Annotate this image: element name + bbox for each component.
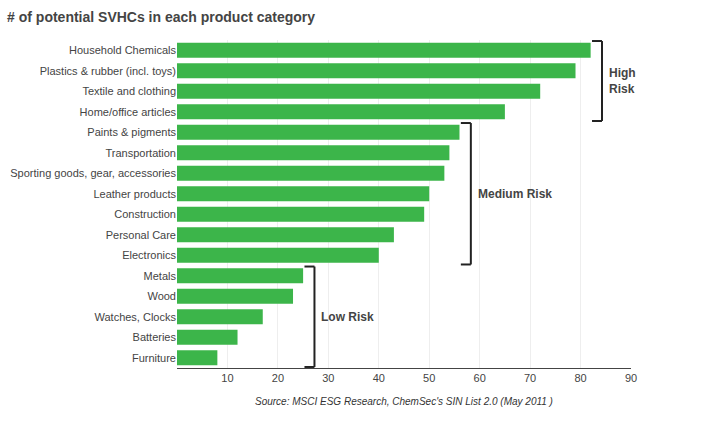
svg-text:Construction: Construction xyxy=(114,208,176,220)
svg-text:Transportation: Transportation xyxy=(105,147,176,159)
svg-text:30: 30 xyxy=(322,372,334,384)
svg-text:10: 10 xyxy=(221,372,233,384)
svg-text:Personal Care: Personal Care xyxy=(106,229,176,241)
svg-text:40: 40 xyxy=(373,372,385,384)
svg-text:Low Risk: Low Risk xyxy=(321,310,374,324)
svg-text:70: 70 xyxy=(524,372,536,384)
svg-text:Wood: Wood xyxy=(147,290,176,302)
svg-text:Paints & pigments: Paints & pigments xyxy=(87,126,176,138)
svg-text:Leather products: Leather products xyxy=(93,188,176,200)
svg-text:# of potential SVHCs in each p: # of potential SVHCs in each product cat… xyxy=(7,9,315,25)
svg-text:Electronics: Electronics xyxy=(122,249,176,261)
svg-text:90: 90 xyxy=(625,372,637,384)
svg-text:Plastics & rubber (incl. toys): Plastics & rubber (incl. toys) xyxy=(40,65,176,77)
svg-text:Household Chemicals: Household Chemicals xyxy=(69,44,176,56)
svg-text:Watches, Clocks: Watches, Clocks xyxy=(94,311,176,323)
svg-text:50: 50 xyxy=(423,372,435,384)
svg-text:Home/office articles: Home/office articles xyxy=(80,106,177,118)
svg-text:Sporting goods, gear, accessor: Sporting goods, gear, accessories xyxy=(10,167,176,179)
svg-text:80: 80 xyxy=(574,372,586,384)
svg-text:HighRisk: HighRisk xyxy=(609,66,636,96)
svg-text:20: 20 xyxy=(272,372,284,384)
svg-text:Source: MSCI ESG Research, Che: Source: MSCI ESG Research, ChemSec's SIN… xyxy=(255,396,553,407)
svg-text:60: 60 xyxy=(474,372,486,384)
svg-text:Batteries: Batteries xyxy=(133,331,177,343)
svg-text:Medium Risk: Medium Risk xyxy=(478,187,552,201)
svg-text:Textile and clothing: Textile and clothing xyxy=(82,85,176,97)
svg-text:Furniture: Furniture xyxy=(132,352,176,364)
svg-text:Metals: Metals xyxy=(144,270,177,282)
